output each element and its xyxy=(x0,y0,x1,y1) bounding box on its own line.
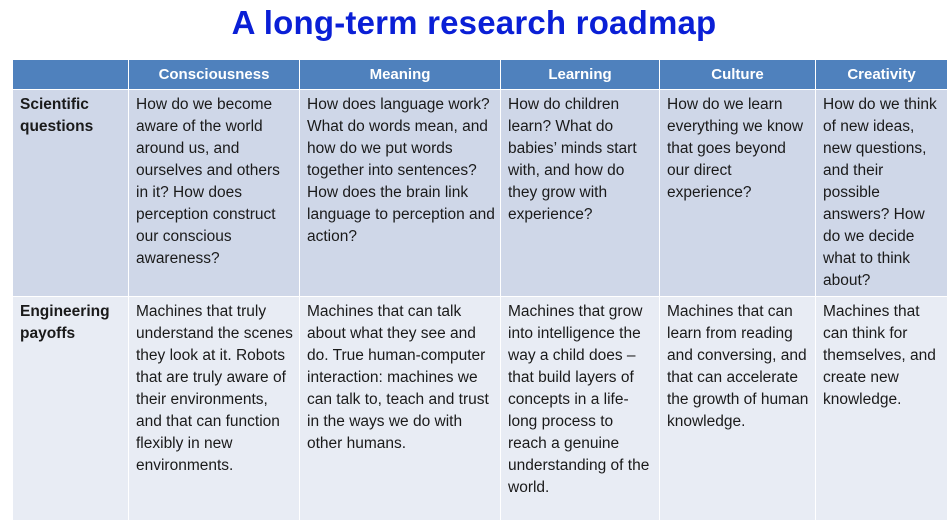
table-row-scientific-questions: Scientific questions How do we become aw… xyxy=(12,89,948,297)
table-header-row: Consciousness Meaning Learning Culture C… xyxy=(12,59,948,90)
table-cell: Machines that can learn from reading and… xyxy=(659,296,816,521)
slide-title: A long-term research roadmap xyxy=(231,4,717,41)
column-header-creativity: Creativity xyxy=(815,59,948,90)
table-cell: How do we think of new ideas, new questi… xyxy=(815,89,948,297)
column-header-culture: Culture xyxy=(659,59,816,90)
roadmap-table: Consciousness Meaning Learning Culture C… xyxy=(12,59,948,521)
table-cell: How do we learn everything we know that … xyxy=(659,89,816,297)
table-cell: Machines that grow into intelligence the… xyxy=(500,296,660,521)
corner-cell xyxy=(12,59,129,90)
table-row-engineering-payoffs: Engineering payoffs Machines that truly … xyxy=(12,296,948,521)
table-cell: How does language work? What do words me… xyxy=(299,89,501,297)
table-cell: How do we become aware of the world arou… xyxy=(128,89,300,297)
table-cell: How do children learn? What do babies’ m… xyxy=(500,89,660,297)
table-cell: Machines that can think for themselves, … xyxy=(815,296,948,521)
row-header-engineering-payoffs: Engineering payoffs xyxy=(12,296,129,521)
table-cell: Machines that truly understand the scene… xyxy=(128,296,300,521)
column-header-learning: Learning xyxy=(500,59,660,90)
column-header-meaning: Meaning xyxy=(299,59,501,90)
row-header-scientific-questions: Scientific questions xyxy=(12,89,129,297)
table-cell: Machines that can talk about what they s… xyxy=(299,296,501,521)
column-header-consciousness: Consciousness xyxy=(128,59,300,90)
